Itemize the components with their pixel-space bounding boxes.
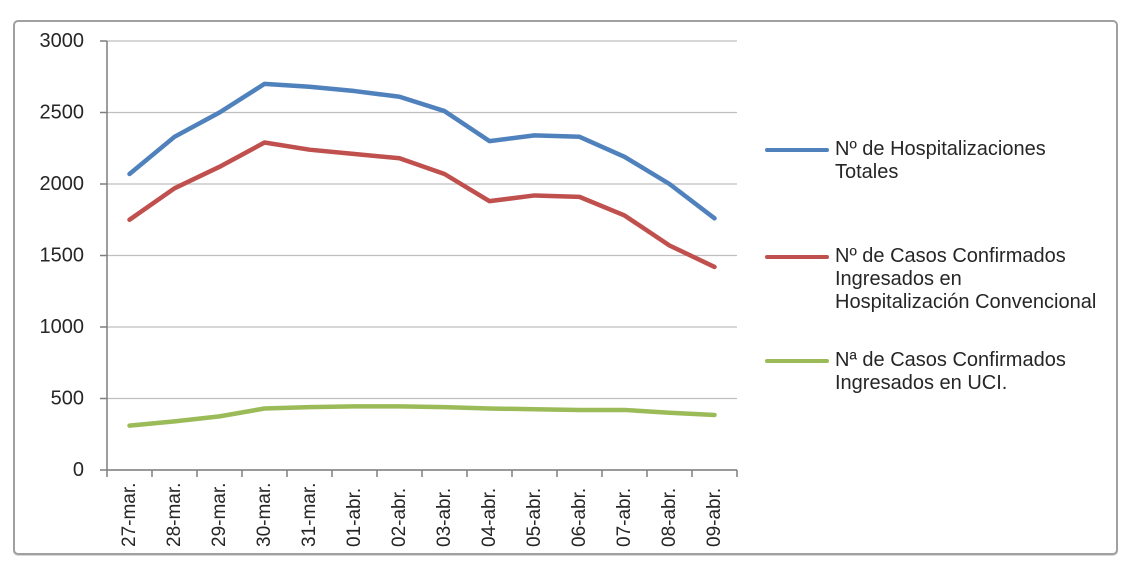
legend-item-casos-hospitalizacion-convencional: Nº de Casos Confirmados Ingresados en Ho… — [765, 245, 1097, 314]
legend-label: Nº de Casos Confirmados Ingresados en Ho… — [835, 245, 1097, 313]
legend-label: Nº de Hospitalizaciones Totales — [835, 138, 1046, 183]
legend-item-hospitalizaciones-totales: Nº de Hospitalizaciones Totales — [765, 138, 1095, 184]
legend-label: Nª de Casos Confirmados Ingresados en UC… — [835, 349, 1066, 394]
legend-swatch-green-line — [765, 359, 829, 363]
legend-item-casos-uci: Nª de Casos Confirmados Ingresados en UC… — [765, 349, 1095, 395]
legend-swatch-blue-line — [765, 148, 829, 152]
legend-swatch-red-line — [765, 255, 829, 259]
